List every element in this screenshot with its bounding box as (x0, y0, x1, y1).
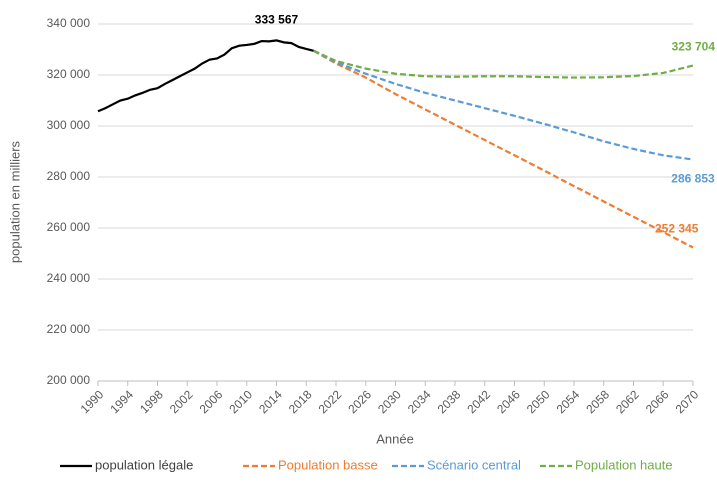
x-tick-label: 2022 (316, 387, 345, 416)
y-tick-label: 280 000 (47, 169, 91, 183)
legend-label: Scénario central (427, 457, 521, 472)
data-label: 333 567 (255, 13, 299, 27)
y-tick-label: 320 000 (47, 67, 91, 81)
x-tick-label: 2014 (256, 387, 285, 416)
legend-label: Population basse (278, 457, 378, 472)
x-tick-label: 1990 (78, 387, 107, 416)
legend-label: Population haute (575, 457, 673, 472)
legend-label: population légale (95, 457, 193, 472)
series-line (97, 39, 314, 113)
y-tick-label: 340 000 (47, 16, 91, 30)
x-tick-label: 2038 (435, 387, 464, 416)
series-line (313, 49, 694, 79)
x-tick-label: 2026 (345, 387, 374, 416)
x-tick-label: 2070 (673, 387, 702, 416)
x-tick-label: 2046 (494, 387, 523, 416)
y-axis-label: population en milliers (7, 140, 22, 263)
x-axis-label: Année (376, 431, 414, 446)
y-tick-label: 200 000 (47, 373, 91, 387)
x-tick-label: 2054 (554, 387, 583, 416)
x-tick-label: 2018 (286, 387, 315, 416)
x-tick-label: 2062 (613, 387, 642, 416)
x-tick-label: 2002 (167, 387, 196, 416)
data-label: 323 704 (672, 40, 716, 54)
series-line (313, 49, 694, 249)
x-tick-label: 1998 (137, 387, 166, 416)
x-tick-label: 2010 (226, 387, 255, 416)
x-tick-label: 2030 (375, 387, 404, 416)
series-line (313, 49, 694, 161)
x-tick-label: 2066 (643, 387, 672, 416)
x-tick-label: 2042 (464, 387, 493, 416)
x-tick-label: 2006 (197, 387, 226, 416)
x-tick-label: 2058 (583, 387, 612, 416)
data-label: 286 853 (671, 172, 715, 186)
x-tick-label: 2034 (405, 387, 434, 416)
y-tick-label: 220 000 (47, 322, 91, 336)
x-tick-label: 2050 (524, 387, 553, 416)
data-label: 252 345 (655, 222, 699, 236)
y-tick-label: 300 000 (47, 118, 91, 132)
x-tick-label: 1994 (107, 387, 136, 416)
y-tick-label: 240 000 (47, 271, 91, 285)
y-tick-label: 260 000 (47, 220, 91, 234)
